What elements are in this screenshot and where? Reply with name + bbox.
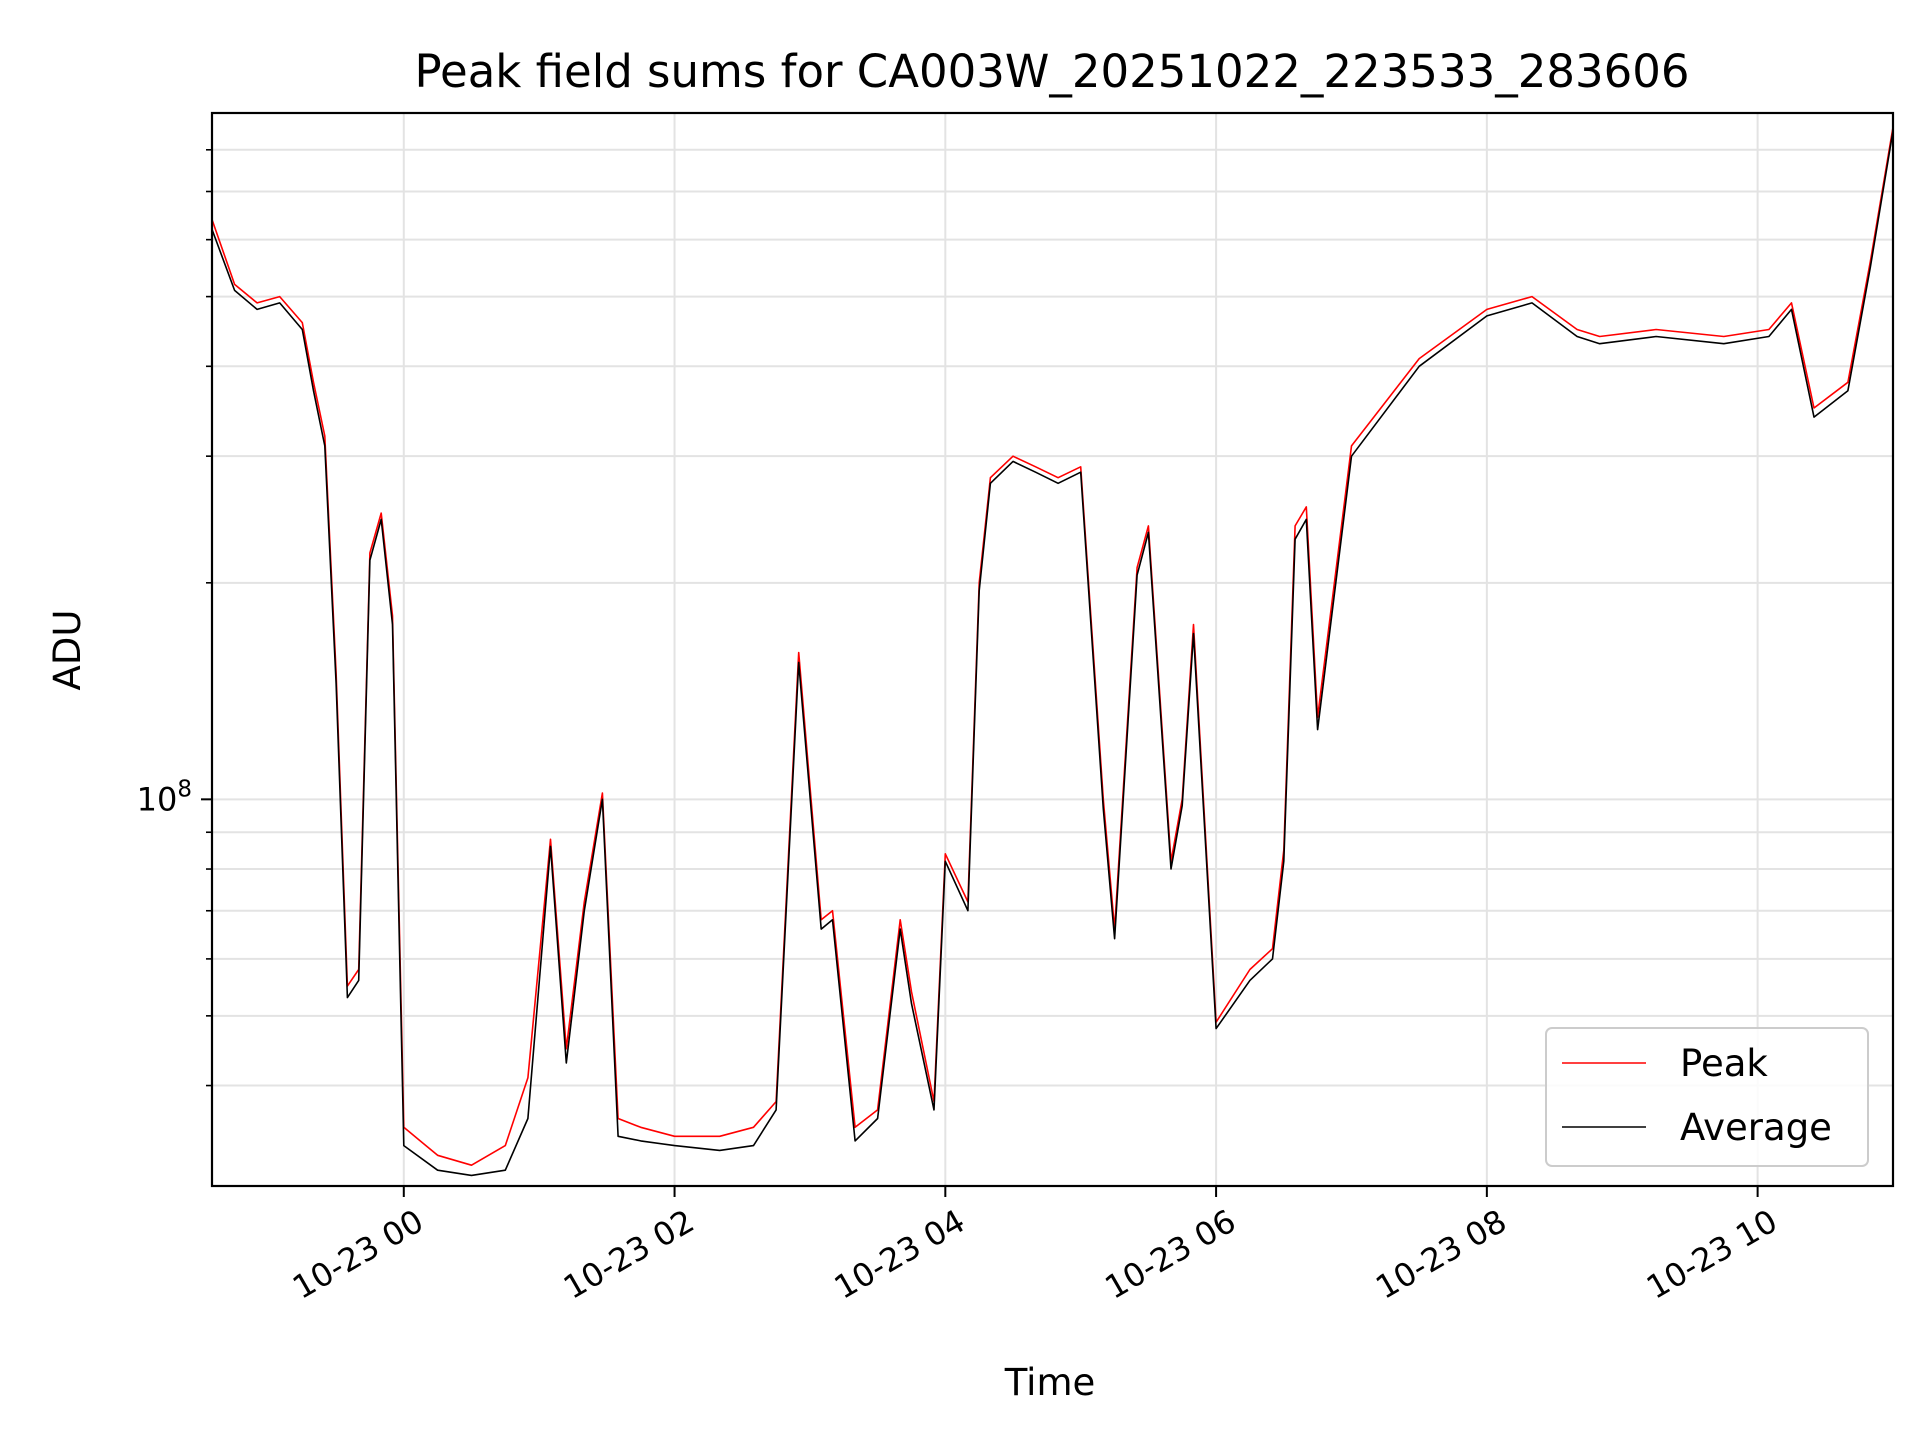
grid (212, 113, 1893, 1186)
legend-label-average: Average (1680, 1106, 1832, 1149)
legend: Peak Average (1545, 1027, 1869, 1167)
y-tick-label: 108 (137, 776, 192, 818)
legend-label-peak: Peak (1680, 1042, 1768, 1085)
series-lines (211, 127, 1894, 1177)
plot-frame (210, 111, 1895, 1188)
series-line-average (211, 130, 1894, 1177)
chart-title: Peak field sums for CA003W_20251022_2235… (415, 45, 1690, 98)
y-axis-label: ADU (46, 610, 89, 691)
x-axis-label: Time (1004, 1361, 1096, 1404)
